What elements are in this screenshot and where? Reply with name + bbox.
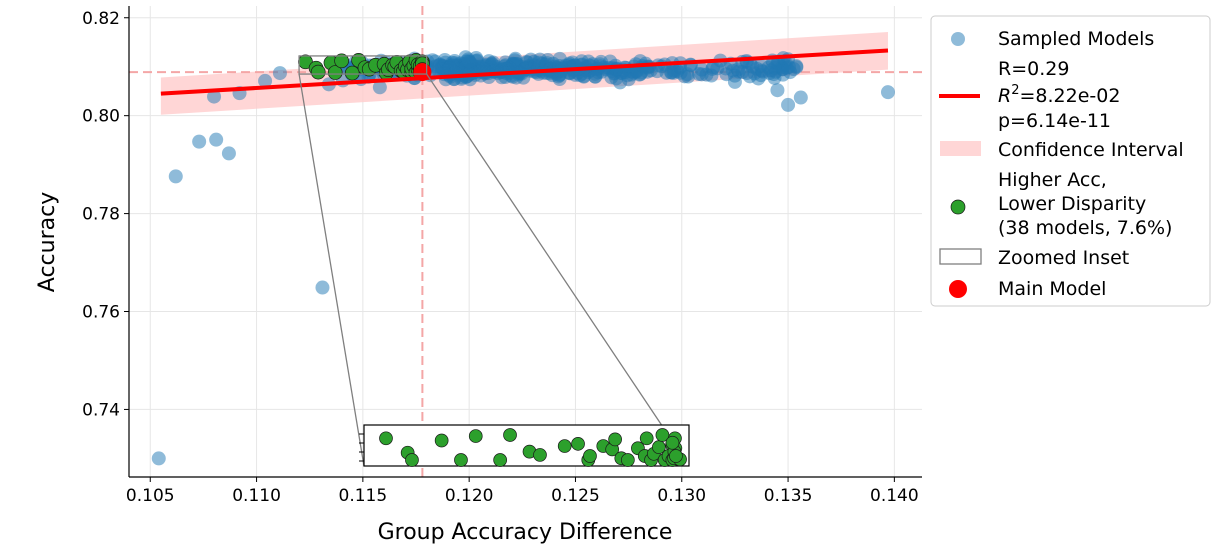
sampled-model-point (727, 74, 742, 89)
legend-main-label: Main Model (998, 278, 1106, 300)
sampled-model-point (705, 61, 720, 76)
main-model-layer (413, 63, 432, 82)
sampled-model-point (151, 451, 166, 466)
legend-regression-r2: R2=8.22e-02 (998, 83, 1120, 107)
legend-main-marker (949, 280, 967, 298)
axes-layer: Group Accuracy Difference Accuracy 0.105… (35, 6, 922, 545)
inset-better-point (454, 453, 468, 467)
sampled-model-point (793, 90, 808, 105)
sampled-model-point (751, 71, 766, 86)
x-tick-label: 0.120 (445, 486, 494, 506)
inset-better-point (583, 449, 597, 463)
legend-better-line2: Lower Disparity (998, 193, 1146, 215)
sampled-model-point (192, 134, 207, 149)
inset-axes-layer (359, 424, 690, 467)
inset-better-point (434, 433, 449, 448)
inset-better-point (571, 436, 585, 451)
main-model-point (413, 63, 432, 82)
legend-ci-swatch (940, 141, 981, 156)
inset-better-point (379, 431, 393, 446)
x-tick-label: 0.105 (126, 486, 175, 506)
legend-regression-p: p=6.14e-11 (998, 110, 1111, 132)
sampled-model-point (739, 66, 754, 81)
inset-better-point (639, 431, 654, 446)
x-tick-label: 0.130 (657, 486, 706, 506)
sampled-points-layer (151, 50, 895, 466)
inset-better-point (621, 453, 635, 467)
inset-better-point (533, 448, 547, 462)
y-tick-label: 0.78 (82, 205, 120, 225)
legend-ci-label: Confidence Interval (998, 139, 1184, 161)
better-model-point (327, 65, 343, 80)
sampled-model-point (461, 54, 476, 69)
legend-inset-swatch (939, 248, 982, 265)
inset-better-point (665, 435, 680, 450)
better-model-point (334, 53, 349, 69)
legend-sampled-label: Sampled Models (998, 28, 1154, 50)
sampled-model-point (372, 80, 387, 95)
legend-better-marker (950, 199, 966, 215)
inset-better-point (655, 428, 670, 442)
x-axis-label: Group Accuracy Difference (378, 520, 673, 545)
x-tick-label: 0.135 (764, 486, 813, 506)
y-tick-label: 0.76 (82, 303, 120, 323)
better-model-point (310, 64, 326, 80)
regression-line (160, 48, 889, 96)
sampled-model-point (681, 69, 696, 84)
y-tick-label: 0.82 (82, 9, 120, 29)
x-tick-label: 0.110 (232, 486, 281, 506)
sampled-model-point (781, 97, 796, 112)
y-tick-label: 0.74 (82, 400, 120, 420)
zoom-connectors-layer (298, 55, 690, 467)
y-tick-label: 0.80 (82, 107, 120, 127)
sampled-model-point (770, 83, 785, 98)
x-tick-label: 0.115 (339, 486, 388, 506)
inset-better-point (493, 453, 507, 467)
zoom-connector-right (426, 73, 690, 467)
legend-frame (930, 15, 1211, 307)
inset-better-point (503, 428, 517, 442)
legend-better-line3: (38 models, 7.6%) (998, 217, 1172, 239)
x-tick-label: 0.140 (870, 486, 919, 506)
regression-layer (160, 48, 889, 96)
zoom-region-box (298, 55, 428, 75)
better-model-point (344, 65, 360, 81)
sampled-model-point (588, 69, 603, 84)
legend-sampled-marker (951, 32, 965, 46)
sampled-model-point (207, 89, 222, 104)
inset-better-point (669, 449, 683, 463)
legend-inset-label: Zoomed Inset (998, 247, 1129, 269)
inset-better-point (405, 453, 419, 467)
sampled-model-point (613, 75, 628, 90)
zoom-connector-left (298, 73, 365, 467)
inset-better-point (557, 439, 572, 453)
sampled-model-point (725, 63, 740, 78)
sampled-model-point (476, 61, 491, 76)
inset-better-point (468, 429, 483, 443)
sampled-model-point (168, 169, 183, 184)
x-tick-label: 0.125 (551, 486, 600, 506)
sampled-model-point (209, 132, 224, 147)
sampled-model-point (315, 280, 330, 295)
sampled-model-point (258, 73, 273, 88)
sampled-model-point (221, 146, 236, 161)
sampled-model-point (532, 52, 547, 67)
sampled-model-point (508, 51, 523, 66)
y-axis-label: Accuracy (35, 192, 60, 292)
legend-regression-r: R=0.29 (998, 58, 1069, 80)
legend-better-line1: Higher Acc, (998, 169, 1107, 191)
legend: Sampled Models R=0.29 R2=8.22e-02 p=6.14e-1… (930, 15, 1211, 307)
sampled-model-point (880, 85, 895, 100)
sampled-model-point (272, 66, 287, 81)
grid-lines (129, 6, 922, 477)
inset-better-point (608, 432, 622, 447)
